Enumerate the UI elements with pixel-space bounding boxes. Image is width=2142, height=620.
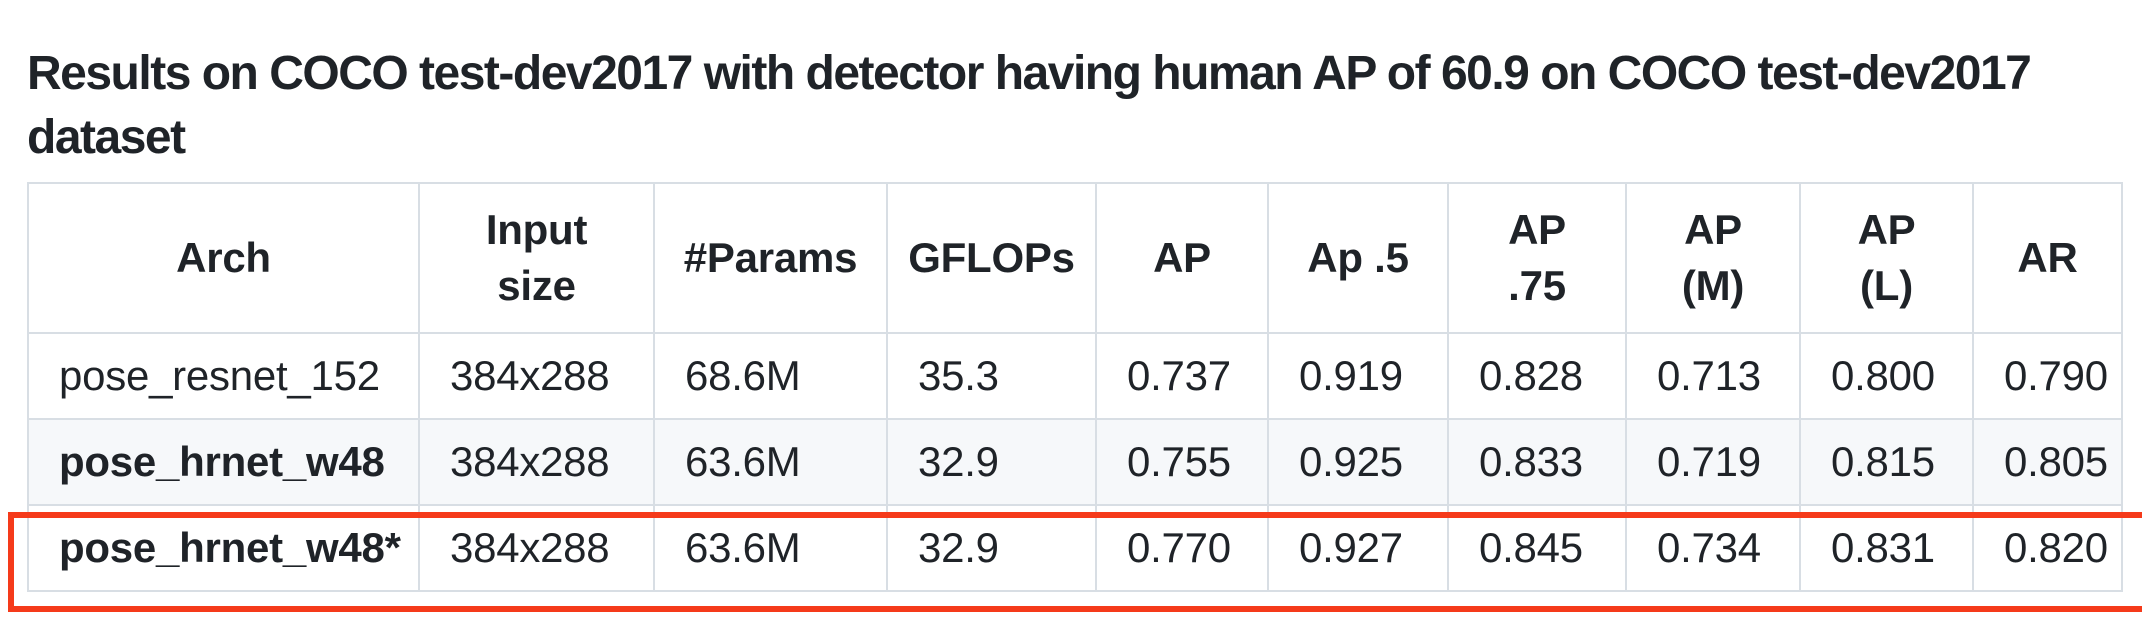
table-cell: 0.845 bbox=[1447, 504, 1627, 592]
table-cell: 0.734 bbox=[1625, 504, 1801, 592]
table-cell: 384x288 bbox=[418, 504, 655, 592]
table-row: pose_hrnet_w48 384x288 63.6M 32.9 0.755 … bbox=[27, 418, 2123, 506]
column-header-ap50: Ap .5 bbox=[1267, 182, 1449, 334]
column-header-ar: AR bbox=[1972, 182, 2123, 334]
column-header-ap75: AP .75 bbox=[1447, 182, 1627, 334]
arch-cell: pose_resnet_152 bbox=[27, 332, 420, 420]
table-cell: 0.815 bbox=[1799, 418, 1974, 506]
table-cell: 0.805 bbox=[1972, 418, 2123, 506]
table-row-highlighted: pose_hrnet_w48* 384x288 63.6M 32.9 0.770… bbox=[27, 504, 2123, 592]
table-cell: 63.6M bbox=[653, 418, 888, 506]
column-header-params: #Params bbox=[653, 182, 888, 334]
page-title: Results on COCO test-dev2017 with detect… bbox=[27, 46, 2032, 164]
arch-cell: pose_hrnet_w48 bbox=[27, 418, 420, 506]
table-cell: 0.820 bbox=[1972, 504, 2123, 592]
table-cell: 0.927 bbox=[1267, 504, 1449, 592]
table-cell: 0.770 bbox=[1095, 504, 1269, 592]
column-header-gflops: GFLOPs bbox=[886, 182, 1097, 334]
table-cell: 0.925 bbox=[1267, 418, 1449, 506]
table-cell: 384x288 bbox=[418, 418, 655, 506]
table-cell: 0.713 bbox=[1625, 332, 1801, 420]
column-header-ap-l: AP (L) bbox=[1799, 182, 1974, 334]
column-header-ap-m: AP (M) bbox=[1625, 182, 1801, 334]
column-header-arch: Arch bbox=[27, 182, 420, 334]
results-table: Arch Input size #Params GFLOPs AP Ap .5 … bbox=[27, 182, 2123, 592]
table-cell: 0.737 bbox=[1095, 332, 1269, 420]
table-cell: 0.800 bbox=[1799, 332, 1974, 420]
table-cell: 63.6M bbox=[653, 504, 888, 592]
table-cell: 384x288 bbox=[418, 332, 655, 420]
column-header-input-size: Input size bbox=[418, 182, 655, 334]
table-cell: 0.719 bbox=[1625, 418, 1801, 506]
table-row: pose_resnet_152 384x288 68.6M 35.3 0.737… bbox=[27, 332, 2123, 420]
table-cell: 32.9 bbox=[886, 418, 1097, 506]
table-cell: 0.790 bbox=[1972, 332, 2123, 420]
arch-cell: pose_hrnet_w48* bbox=[27, 504, 420, 592]
column-header-ap: AP bbox=[1095, 182, 1269, 334]
table-cell: 0.831 bbox=[1799, 504, 1974, 592]
table-cell: 35.3 bbox=[886, 332, 1097, 420]
table-cell: 0.755 bbox=[1095, 418, 1269, 506]
table-cell: 0.919 bbox=[1267, 332, 1449, 420]
table-cell: 0.833 bbox=[1447, 418, 1627, 506]
table-cell: 32.9 bbox=[886, 504, 1097, 592]
header-row: Arch Input size #Params GFLOPs AP Ap .5 … bbox=[27, 182, 2123, 334]
table-cell: 0.828 bbox=[1447, 332, 1627, 420]
table-cell: 68.6M bbox=[653, 332, 888, 420]
